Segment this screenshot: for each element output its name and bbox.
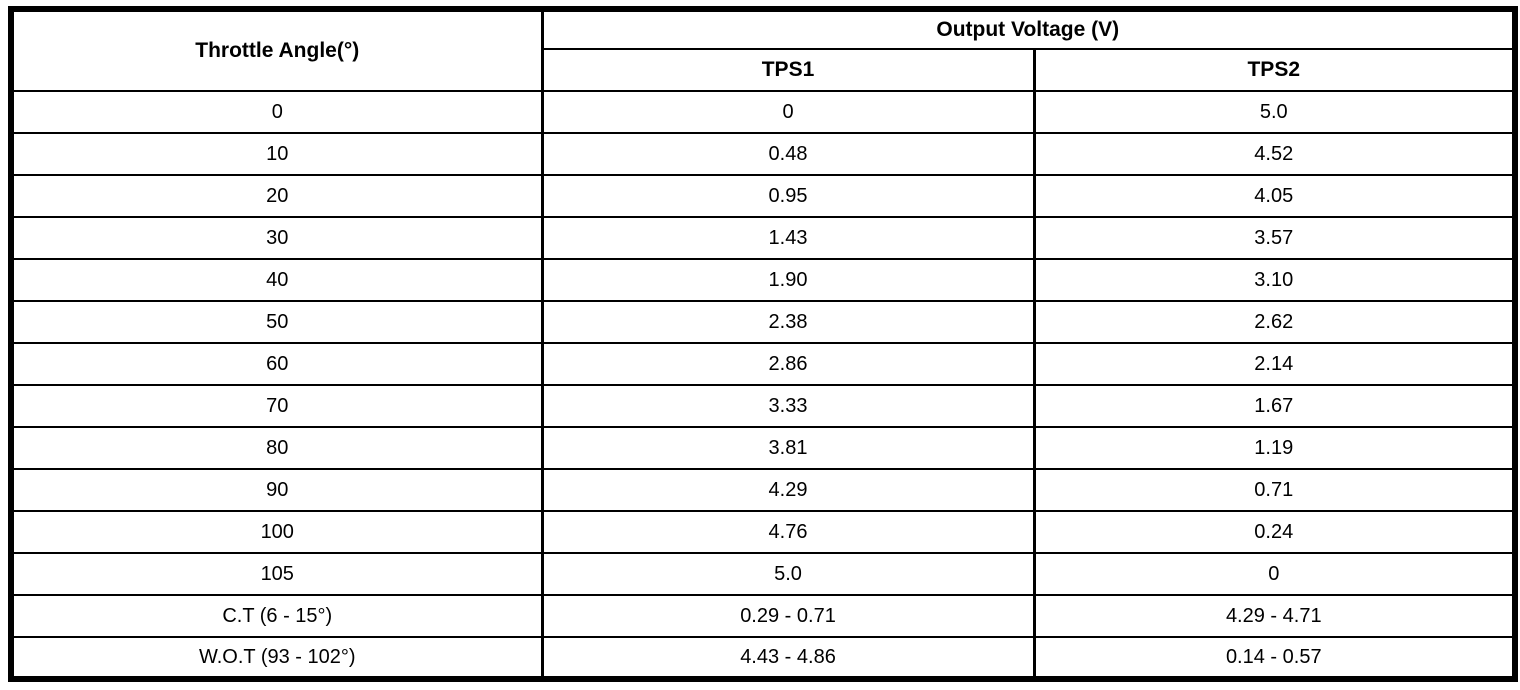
throttle-angle-cell: 10 bbox=[9, 132, 544, 176]
tps1-cell: 0.95 bbox=[540, 174, 1036, 218]
tps1-cell: 1.43 bbox=[540, 216, 1036, 260]
tps1-column-header: TPS1 bbox=[540, 48, 1036, 92]
tps2-cell: 5.0 bbox=[1032, 90, 1517, 134]
tps2-cell: 4.52 bbox=[1032, 132, 1517, 176]
tps1-cell: 3.33 bbox=[540, 384, 1036, 428]
table-row: W.O.T (93 - 102°) 4.43 - 4.86 0.14 - 0.5… bbox=[9, 636, 1517, 680]
table-row: 60 2.86 2.14 bbox=[9, 342, 1517, 386]
tps2-cell: 0.24 bbox=[1032, 510, 1517, 554]
tps1-cell: 1.90 bbox=[540, 258, 1036, 302]
tps1-cell: 4.76 bbox=[540, 510, 1036, 554]
table-row: 10 0.48 4.52 bbox=[9, 132, 1517, 176]
tps2-column-header: TPS2 bbox=[1032, 48, 1517, 92]
table-header: Throttle Angle(°) Output Voltage (V) TPS… bbox=[9, 8, 1517, 92]
throttle-angle-cell: 20 bbox=[9, 174, 544, 218]
tps2-cell: 1.19 bbox=[1032, 426, 1517, 470]
tps1-cell: 0.48 bbox=[540, 132, 1036, 176]
table-row: 50 2.38 2.62 bbox=[9, 300, 1517, 344]
table-row: 0 0 5.0 bbox=[9, 90, 1517, 134]
table-row: 70 3.33 1.67 bbox=[9, 384, 1517, 428]
throttle-angle-cell: 30 bbox=[9, 216, 544, 260]
throttle-angle-cell: 105 bbox=[9, 552, 544, 596]
tps1-cell: 0.29 - 0.71 bbox=[540, 594, 1036, 638]
table-row: 40 1.90 3.10 bbox=[9, 258, 1517, 302]
tps2-cell: 0 bbox=[1032, 552, 1517, 596]
throttle-angle-cell: C.T (6 - 15°) bbox=[9, 594, 544, 638]
tps2-cell: 4.29 - 4.71 bbox=[1032, 594, 1517, 638]
table-row: 105 5.0 0 bbox=[9, 552, 1517, 596]
tps2-cell: 4.05 bbox=[1032, 174, 1517, 218]
tps2-cell: 2.14 bbox=[1032, 342, 1517, 386]
table-row: 30 1.43 3.57 bbox=[9, 216, 1517, 260]
table-body: 0 0 5.0 10 0.48 4.52 20 0.95 4.05 30 1.4… bbox=[9, 90, 1517, 680]
throttle-angle-column-header: Throttle Angle(°) bbox=[9, 8, 544, 92]
tps2-cell: 3.57 bbox=[1032, 216, 1517, 260]
tps2-cell: 1.67 bbox=[1032, 384, 1517, 428]
throttle-angle-cell: 90 bbox=[9, 468, 544, 512]
tps1-cell: 5.0 bbox=[540, 552, 1036, 596]
tps-output-voltage-table: Throttle Angle(°) Output Voltage (V) TPS… bbox=[8, 6, 1519, 682]
table-row: 100 4.76 0.24 bbox=[9, 510, 1517, 554]
tps1-cell: 0 bbox=[540, 90, 1036, 134]
throttle-angle-cell: 70 bbox=[9, 384, 544, 428]
tps2-cell: 0.71 bbox=[1032, 468, 1517, 512]
throttle-angle-cell: 80 bbox=[9, 426, 544, 470]
throttle-angle-cell: 50 bbox=[9, 300, 544, 344]
output-voltage-group-header: Output Voltage (V) bbox=[540, 8, 1517, 50]
tps1-cell: 4.29 bbox=[540, 468, 1036, 512]
tps2-cell: 0.14 - 0.57 bbox=[1032, 636, 1517, 680]
throttle-angle-cell: 40 bbox=[9, 258, 544, 302]
throttle-angle-cell: 60 bbox=[9, 342, 544, 386]
tps2-cell: 2.62 bbox=[1032, 300, 1517, 344]
table-row: 90 4.29 0.71 bbox=[9, 468, 1517, 512]
tps1-cell: 2.38 bbox=[540, 300, 1036, 344]
throttle-angle-cell: W.O.T (93 - 102°) bbox=[9, 636, 544, 680]
table-row: 80 3.81 1.19 bbox=[9, 426, 1517, 470]
tps2-cell: 3.10 bbox=[1032, 258, 1517, 302]
throttle-angle-cell: 0 bbox=[9, 90, 544, 134]
table-row: 20 0.95 4.05 bbox=[9, 174, 1517, 218]
tps1-cell: 2.86 bbox=[540, 342, 1036, 386]
tps1-cell: 4.43 - 4.86 bbox=[540, 636, 1036, 680]
table-row: C.T (6 - 15°) 0.29 - 0.71 4.29 - 4.71 bbox=[9, 594, 1517, 638]
tps1-cell: 3.81 bbox=[540, 426, 1036, 470]
throttle-angle-cell: 100 bbox=[9, 510, 544, 554]
